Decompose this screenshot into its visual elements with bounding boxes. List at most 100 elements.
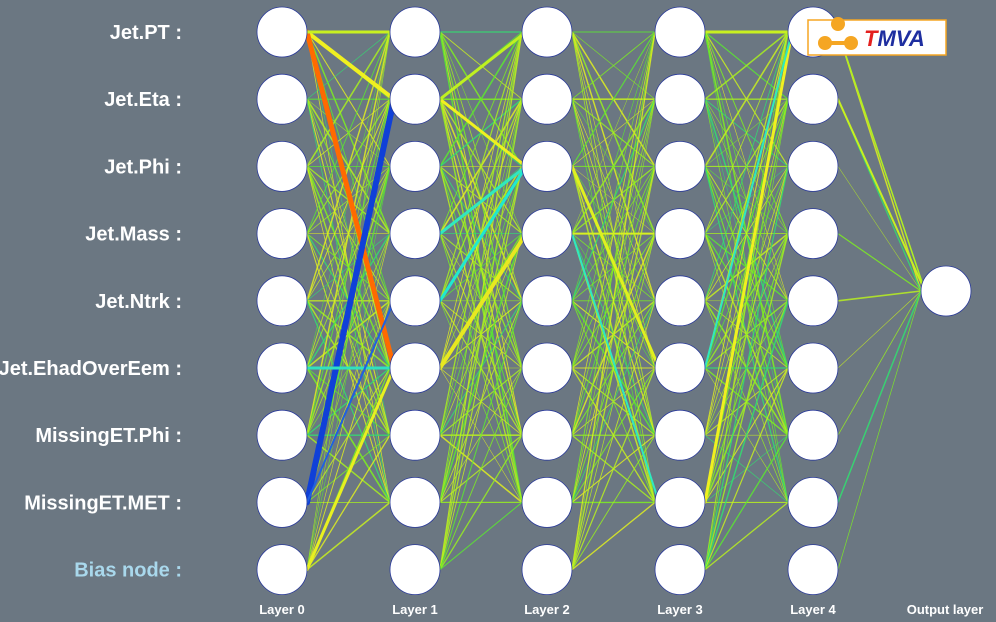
connection-line: [306, 31, 391, 503]
bias-node-label: Bias node :: [74, 560, 182, 582]
strong-connection-line: [304, 96, 397, 506]
layer-label: Layer 1: [392, 602, 438, 617]
neuron-node: [521, 275, 573, 327]
strong-connection-line: [306, 299, 395, 504]
input-variable-label: Jet.Ntrk :: [95, 291, 182, 313]
logo-rest: MVA: [877, 26, 924, 51]
connection-line: [704, 166, 789, 570]
connection-line: [439, 501, 523, 571]
connection-line: [837, 233, 922, 292]
connection-line: [306, 300, 391, 570]
input-variable-label: Jet.Mass :: [85, 224, 182, 246]
connection-line: [837, 290, 922, 436]
strong-connection-line: [438, 231, 528, 370]
neuron-node: [389, 208, 441, 260]
strong-connection-line: [438, 164, 528, 303]
connection-line: [439, 367, 523, 570]
neuron-node: [654, 73, 706, 125]
neuron-node: [256, 342, 308, 394]
input-variable-label: Jet.EhadOverEem :: [0, 358, 182, 380]
input-variable-label: MissingET.MET :: [24, 492, 182, 514]
neuron-node: [389, 409, 441, 461]
connection-line: [439, 31, 523, 503]
connection-line: [571, 31, 656, 503]
tmva-logo: TMVA: [807, 17, 947, 56]
connection-line: [306, 501, 391, 571]
nodes: [256, 6, 972, 595]
layer-label: Layer 0: [259, 602, 305, 617]
connection-line: [704, 501, 789, 571]
connection-line: [704, 31, 789, 100]
input-variable-label: Jet.PT :: [110, 22, 182, 44]
strong-connection-line: [438, 164, 528, 236]
connection-line: [571, 99, 656, 570]
connection-line: [439, 99, 523, 570]
connection-line: [704, 31, 789, 301]
connection-line: [571, 31, 656, 167]
neuron-node: [654, 409, 706, 461]
bias-node: [654, 544, 706, 595]
connection-line: [571, 300, 656, 570]
connection-line: [439, 166, 523, 570]
neuron-node: [521, 208, 573, 260]
connection-line: [306, 233, 391, 570]
neuron-node: [256, 73, 308, 125]
connection-line: [704, 300, 789, 570]
input-variable-label: Jet.Phi :: [104, 156, 182, 178]
neuron-node: [521, 409, 573, 461]
layer-label: Layer 4: [790, 602, 836, 617]
connection-line: [704, 233, 789, 570]
connection-line: [571, 31, 656, 100]
neuron-node: [787, 275, 839, 327]
connection-line: [306, 31, 391, 234]
neuron-node: [389, 6, 441, 58]
connection-line: [837, 290, 922, 302]
strong-connection-line: [837, 98, 926, 292]
neuron-node: [389, 476, 441, 528]
neuron-node: [787, 140, 839, 192]
strong-connection-line: [703, 30, 794, 504]
connection-line: [837, 290, 922, 369]
neuron-node: [654, 342, 706, 394]
connection-line: [439, 300, 523, 570]
input-variable-label: Jet.Eta :: [104, 89, 182, 111]
neuron-node: [787, 342, 839, 394]
neuron-node: [256, 6, 308, 58]
neuron-node: [256, 275, 308, 327]
neuron-node: [521, 476, 573, 528]
neuron-node: [654, 6, 706, 58]
connection-line: [439, 31, 523, 167]
bias-node: [256, 544, 308, 595]
layer-label: Layer 3: [657, 602, 703, 617]
output-node: [920, 265, 972, 317]
strong-connection-line: [570, 164, 661, 370]
strong-connection-line: [438, 97, 528, 168]
strong-connection-line: [837, 31, 926, 292]
layer-labels: Layer 0 Layer 1 Layer 2 Layer 3 Layer 4 Outpu…: [259, 602, 983, 617]
neuron-node: [654, 140, 706, 192]
neuron-node: [389, 275, 441, 327]
neuron-node: [256, 208, 308, 260]
input-variable-label: MissingET.Phi :: [35, 425, 182, 447]
connection-line: [704, 99, 789, 570]
neuron-node: [521, 342, 573, 394]
connection-line: [837, 290, 922, 570]
strong-connection-line: [704, 31, 793, 369]
neuron-node: [787, 409, 839, 461]
connection-line: [571, 434, 656, 570]
layer-label: Output layer: [907, 602, 984, 617]
connection-line: [837, 166, 922, 292]
connection-line: [306, 434, 391, 570]
neuron-node: [389, 342, 441, 394]
neuron-node: [256, 476, 308, 528]
connection-line: [439, 31, 523, 301]
neuron-node: [654, 208, 706, 260]
neuron-node: [521, 140, 573, 192]
connection-line: [571, 367, 656, 570]
input-labels: Jet.PT : Jet.Eta : Jet.Phi : Jet.Mass : Jet.…: [0, 22, 182, 582]
neuron-node: [787, 208, 839, 260]
connection-line: [837, 290, 922, 503]
neuron-node: [521, 73, 573, 125]
strong-connection-line: [438, 30, 528, 101]
